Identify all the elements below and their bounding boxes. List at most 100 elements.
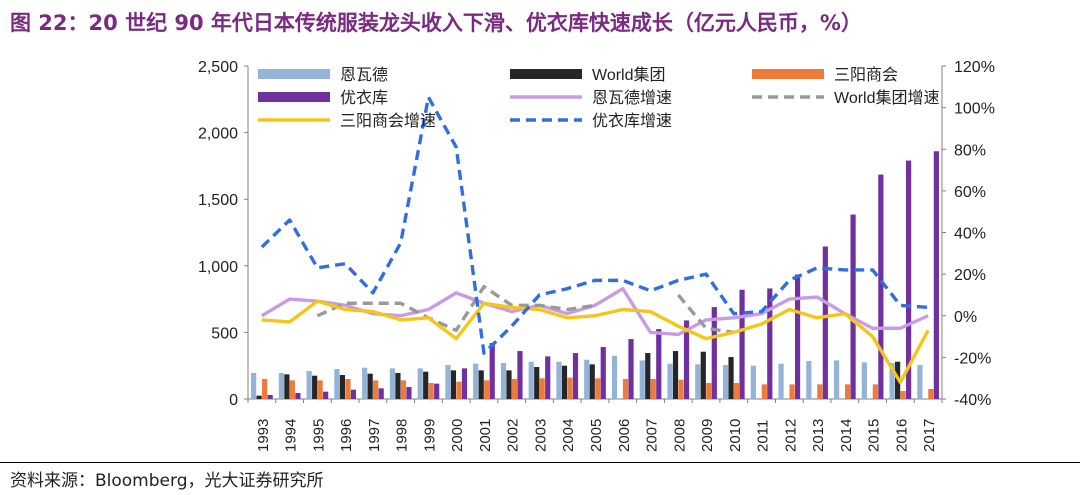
bar [778,363,784,399]
legend-swatch [510,69,582,79]
bar [378,388,384,399]
bar [589,364,595,399]
x-tick-label: 1994 [283,419,300,452]
bar [889,363,895,399]
bar [445,365,451,399]
bar [850,214,856,399]
right-tick-label: 0% [954,309,977,326]
bar [500,363,507,399]
x-tick-label: 2011 [755,420,772,452]
bar [650,379,656,399]
x-tick-label: 1995 [310,419,327,452]
bar [428,383,434,399]
bar [711,307,717,399]
bar [645,353,651,399]
bar [517,351,523,399]
bar [728,357,734,399]
right-tick-label: 120% [954,59,995,76]
x-tick-label: 1993 [255,419,272,452]
bar [528,361,534,399]
bar [683,320,690,399]
series-line [260,95,929,355]
bar [767,288,773,399]
bar [367,373,373,399]
bar [733,383,740,399]
right-tick-label: -20% [954,350,991,367]
bar [600,347,606,399]
bar [345,379,351,399]
right-tick-label: 60% [954,184,986,201]
series-line [261,299,930,385]
bar [572,353,579,399]
figure-title: 图 22：20 世纪 90 年代日本传统服装龙头收入下滑、优衣库快速成长（亿元人… [10,11,862,35]
bar [861,362,867,399]
bar [295,393,301,399]
bar [844,384,851,399]
bar [667,363,673,399]
legend-label: 恩瓦德 [340,66,388,84]
bar [928,389,934,399]
right-tick-label: 40% [954,226,986,243]
bar [256,395,262,399]
bar [267,395,273,399]
x-tick-label: 2004 [560,419,577,452]
source-note: 资料来源：Bloomberg，光大证券研究所 [10,471,324,491]
bar [561,365,568,399]
legend-label: 恩瓦德增速 [592,89,672,107]
bar [306,371,312,399]
bar [289,380,295,399]
legend-label: 优衣库 [340,89,388,107]
bar [450,370,457,399]
bar [906,160,912,399]
bar [628,339,634,399]
legend-swatch [752,69,824,79]
x-tick-label: 2002 [505,419,522,452]
left-tick-label: 0 [229,392,238,409]
bar [700,351,706,399]
bar [739,289,745,399]
bar [251,373,257,399]
bar [423,371,429,399]
bar [506,370,512,399]
legend-label: 三阳商会增速 [340,112,436,130]
legend-label: 三阳商会 [834,66,898,84]
bar [933,151,939,399]
bar [312,375,318,399]
bar [878,174,884,399]
bar [362,367,368,399]
bar [900,391,906,399]
bar [917,365,923,399]
x-tick-label: 2017 [921,419,938,452]
bar [706,383,712,399]
right-tick-label: -40% [954,392,991,409]
bar [417,368,423,399]
bar [406,387,412,399]
bar [473,363,479,399]
x-tick-label: 2010 [727,419,744,452]
x-tick-label: 2007 [644,419,661,452]
bar [278,373,284,399]
bar [611,355,618,399]
x-tick-label: 2001 [477,419,494,452]
left-tick-label: 2,000 [198,126,238,143]
series-line [316,284,735,335]
bar [817,384,823,399]
x-tick-label: 1996 [338,419,355,452]
bar [395,373,401,399]
bar [539,378,545,399]
x-tick-label: 2006 [616,419,633,452]
bar [695,364,701,399]
bar [545,356,551,399]
bar [567,377,573,399]
bar [761,384,767,399]
bar [556,361,562,399]
bar [478,370,484,399]
bar [595,378,601,399]
x-tick-label: 2014 [838,419,855,452]
bar [534,367,540,399]
bar [639,360,645,399]
combo-chart: 0 500 1,000 1,500 2,000 2,500 -40% -20% 0% 20% 40%… [198,59,995,452]
legend-label: 优衣库增速 [592,112,672,130]
bar [789,384,795,399]
bar [622,379,629,399]
